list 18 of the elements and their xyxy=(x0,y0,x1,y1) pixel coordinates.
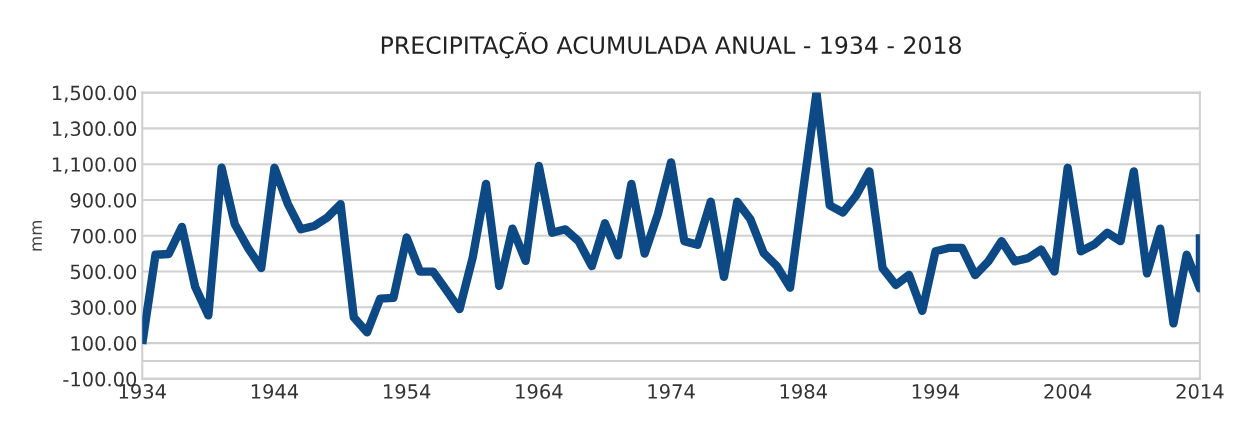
x-tick-label: 1994 xyxy=(912,384,960,399)
y-tick-label: 900.00 xyxy=(70,192,137,208)
x-tick-label: 1944 xyxy=(251,384,299,399)
x-tick-label: 2014 xyxy=(1176,384,1224,399)
y-tick-label: 700.00 xyxy=(70,228,137,244)
x-tick-label: 1964 xyxy=(516,384,563,399)
y-axis-title: mm xyxy=(32,220,42,251)
y-tick-label: 1,300.00 xyxy=(52,121,137,139)
y-tick-label: 1,500.00 xyxy=(52,85,137,103)
chart-title: PRECIPITAÇÃO ACUMULADA ANUAL - 1934 - 2018 xyxy=(381,32,961,59)
x-tick-label: 2004 xyxy=(1044,384,1092,399)
y-tick-label: 300.00 xyxy=(70,300,137,315)
y-tick-label: 500.00 xyxy=(70,264,137,280)
y-tick-label: 100.00 xyxy=(71,336,137,351)
x-tick-label: 1954 xyxy=(384,384,431,399)
x-tick-label: 1984 xyxy=(780,384,827,399)
y-tick-label: 1,100.00 xyxy=(52,157,137,174)
x-tick-label: 1974 xyxy=(648,384,695,399)
